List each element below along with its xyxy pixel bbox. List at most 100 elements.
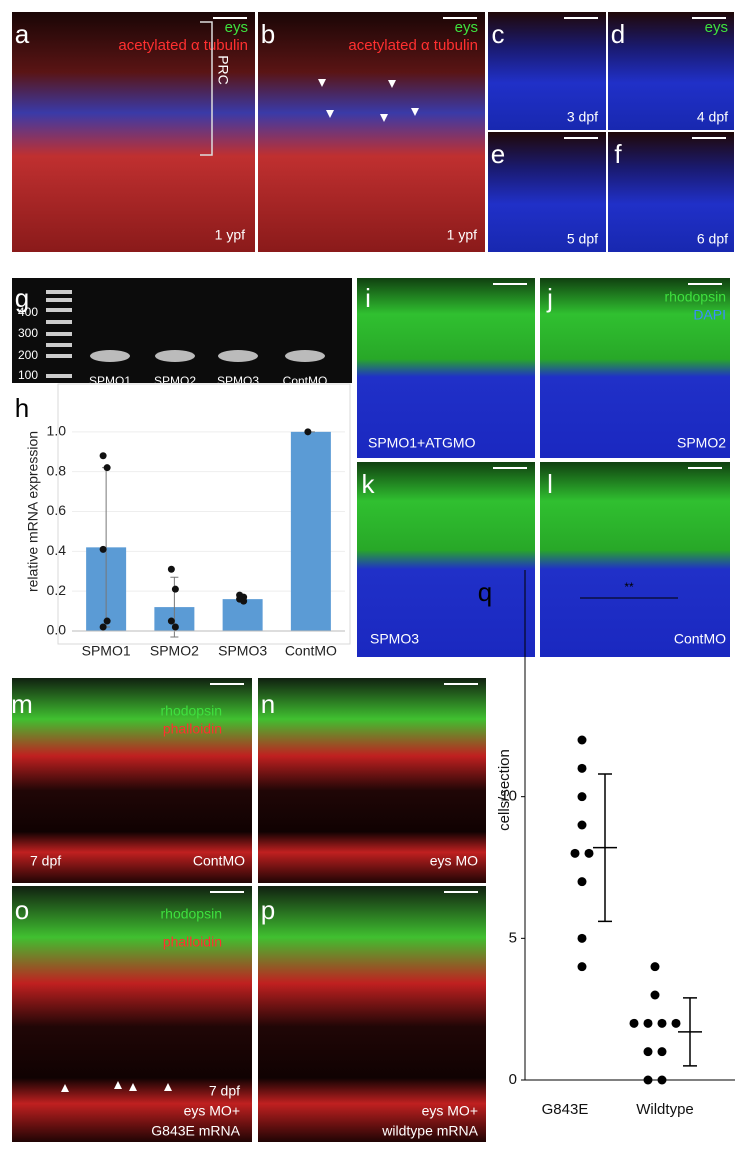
data-point (99, 545, 107, 553)
arrowhead (318, 79, 326, 87)
arrowhead (388, 80, 396, 88)
plot-frame (57, 383, 351, 645)
arrowhead (61, 1084, 69, 1092)
panel-label: eys (705, 19, 728, 36)
panel-label: eys MO+ (184, 1103, 240, 1119)
y-tick-label: 0.4 (47, 542, 67, 558)
data-point (577, 820, 587, 830)
panel-label: eys (225, 19, 248, 36)
data-point (103, 617, 111, 625)
panel-label: ContMO (283, 374, 328, 388)
ladder-band (46, 354, 72, 358)
panel-letter: h (15, 393, 29, 423)
panel-label: phalloidin (163, 721, 222, 737)
panel-label: 5 dpf (567, 231, 598, 247)
panel-label: ContMO (674, 631, 726, 647)
panel-label: SPMO3 (370, 631, 419, 647)
panel-letter: p (261, 895, 275, 925)
x-tick-label: SPMO3 (218, 643, 267, 659)
micrograph (357, 278, 535, 458)
panel-label: PRC (215, 55, 231, 85)
panel-label: 3 dpf (567, 109, 598, 125)
data-point (657, 1018, 667, 1028)
panel-letter: q (478, 577, 492, 607)
data-point (650, 990, 660, 1000)
ladder-band (46, 320, 72, 324)
y-tick-label: 0 (509, 1071, 517, 1088)
y-tick-label: 0.0 (47, 622, 67, 638)
arrowhead (114, 1081, 122, 1089)
panel-label: wildtype mRNA (381, 1123, 478, 1139)
y-axis-label: relative mRNA expression (25, 431, 41, 592)
micrograph (608, 12, 734, 130)
error-bar (683, 997, 697, 1067)
panel-label: DAPI (693, 307, 726, 323)
panel-label: 1 ypf (215, 227, 245, 243)
data-point (99, 452, 107, 460)
data-point (577, 763, 587, 773)
x-tick-label: G843E (542, 1101, 589, 1118)
data-point (240, 597, 248, 605)
error-bar (598, 773, 612, 923)
micrograph (12, 278, 352, 383)
data-point (650, 962, 660, 972)
data-point (643, 1047, 653, 1057)
panel-letter: c (492, 19, 505, 49)
arrowhead (164, 1083, 172, 1091)
panel-label: SPMO3 (217, 374, 259, 388)
data-point (657, 1075, 667, 1085)
panel-letter: n (261, 689, 275, 719)
micrograph (608, 132, 734, 252)
y-tick-label: 1.0 (47, 423, 67, 439)
micrograph (357, 462, 535, 657)
data-point (167, 565, 175, 573)
data-point (584, 848, 594, 858)
data-point (171, 623, 179, 631)
panel-letter: m (11, 689, 33, 719)
data-point (167, 617, 175, 625)
data-point (577, 877, 587, 887)
panel-letter: d (611, 19, 625, 49)
micrograph (540, 278, 730, 458)
panel-label: rhodopsin (161, 906, 223, 922)
panel-label: acetylated α tubulin (118, 37, 248, 54)
y-tick-label: 10 (500, 788, 517, 805)
panel-label: 4 dpf (697, 109, 728, 125)
data-point (304, 428, 312, 436)
micrograph (258, 12, 485, 252)
data-point (171, 585, 179, 593)
y-tick-label: 0.8 (47, 462, 67, 478)
y-tick-label: 5 (509, 929, 517, 946)
panel-letter: k (362, 469, 376, 499)
ladder-band (46, 298, 72, 302)
panel-label: 300 (18, 326, 38, 340)
data-point (629, 1018, 639, 1028)
panel-label: G843E mRNA (151, 1123, 240, 1139)
panel-label: ContMO (193, 853, 245, 869)
panel-label: eys (455, 19, 478, 36)
ladder-band (46, 290, 72, 294)
panel-label: acetylated α tubulin (348, 37, 478, 54)
panel-label: 100 (18, 368, 38, 382)
panel-label: SPMO2 (677, 435, 726, 451)
micrograph (488, 12, 606, 130)
bar (290, 431, 331, 631)
y-tick-label: 0.2 (47, 582, 67, 598)
panel-label: phalloidin (163, 934, 222, 950)
data-point (577, 962, 587, 972)
panel-label: SPMO1+ATGMO (368, 435, 476, 451)
gel-band (90, 350, 130, 362)
micrograph (488, 132, 606, 252)
micrograph (12, 886, 252, 1142)
data-point (570, 848, 580, 858)
panel-label: 7 dpf (30, 853, 61, 869)
micrograph (12, 12, 255, 252)
arrowhead (326, 110, 334, 118)
arrowhead (129, 1083, 137, 1091)
y-tick-label: 0.6 (47, 502, 67, 518)
gel-band (285, 350, 325, 362)
panel-label: eys MO+ (422, 1103, 478, 1119)
panel-label: 6 dpf (697, 231, 728, 247)
panel-letter: e (491, 139, 505, 169)
